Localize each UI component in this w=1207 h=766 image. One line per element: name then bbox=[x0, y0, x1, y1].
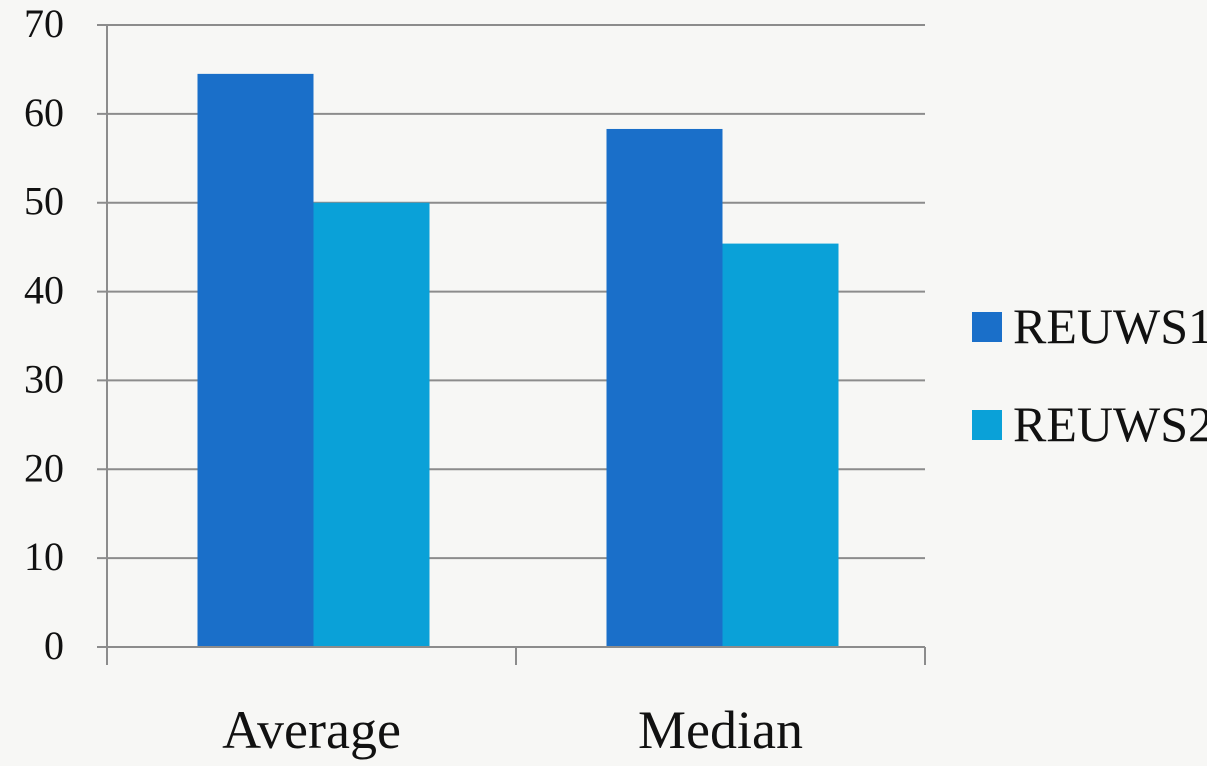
y-tick-label: 50 bbox=[24, 179, 64, 224]
x-tick-label: Median bbox=[638, 700, 803, 760]
y-tick-label: 10 bbox=[24, 534, 64, 579]
x-tick-label: Average bbox=[222, 700, 401, 760]
x-tick-labels: Average Median bbox=[222, 700, 803, 760]
legend: REUWS1 REUWS2 bbox=[972, 298, 1207, 452]
legend-label-reuws1: REUWS1 bbox=[1013, 298, 1207, 354]
bars bbox=[197, 73, 839, 648]
legend-label-reuws2: REUWS2 bbox=[1013, 396, 1207, 452]
legend-swatch-reuws2 bbox=[972, 410, 1002, 440]
bar-reuws2-median bbox=[722, 243, 839, 648]
bar-reuws1-median bbox=[606, 128, 723, 647]
legend-swatch-reuws1 bbox=[972, 312, 1002, 342]
y-tick-label: 20 bbox=[24, 445, 64, 490]
bar-reuws2-average bbox=[313, 202, 430, 647]
y-tick-label: 70 bbox=[24, 1, 64, 46]
axes bbox=[97, 25, 926, 665]
y-tick-label: 40 bbox=[24, 268, 64, 313]
y-tick-labels: 0 10 20 30 40 50 60 70 bbox=[24, 1, 64, 668]
y-tick-label: 0 bbox=[44, 623, 64, 668]
y-tick-label: 30 bbox=[24, 356, 64, 401]
bar-reuws1-average bbox=[197, 73, 314, 647]
y-tick-label: 60 bbox=[24, 90, 64, 135]
